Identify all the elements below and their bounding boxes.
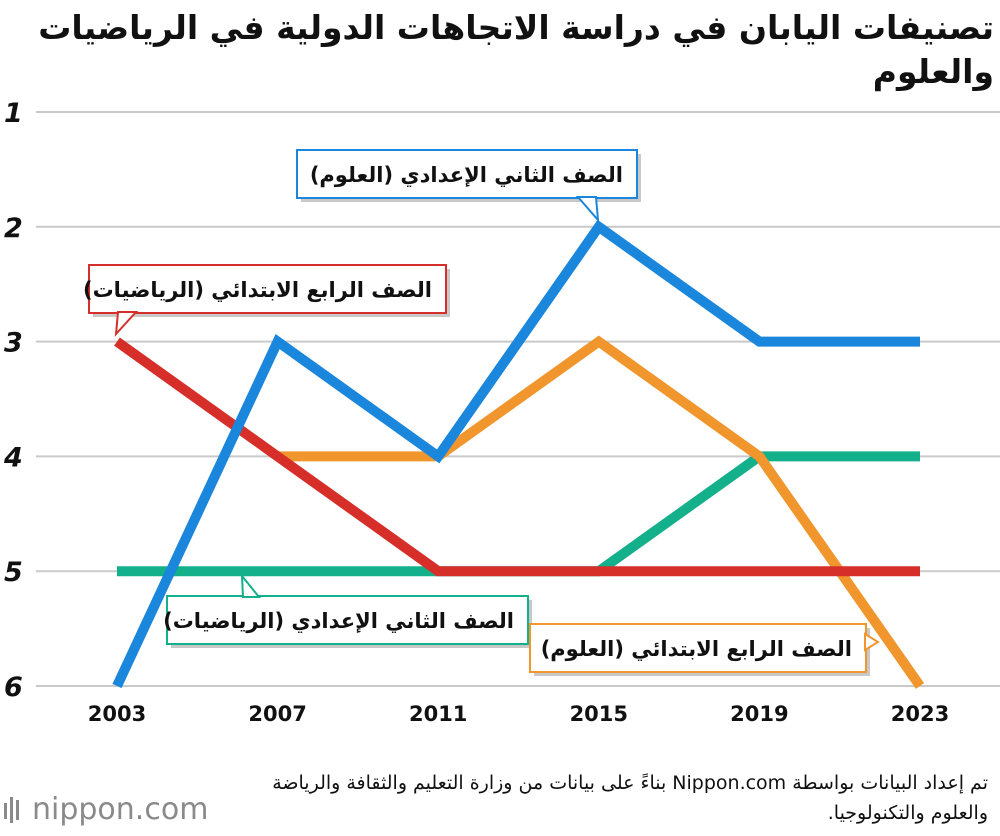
series-name-label: الصف الثاني الإعدادي (الرياضيات) — [163, 609, 514, 634]
y-tick-label: 4 — [3, 442, 23, 473]
series-callout: الصف الرابع الابتدائي (الرياضيات) — [83, 264, 450, 337]
callout-box — [296, 149, 638, 199]
series-lines — [112, 219, 925, 689]
logo-mark-icon — [4, 796, 19, 823]
callout-pointer — [575, 196, 600, 223]
series-callout: الصف الرابع الابتدائي (العلوم) — [529, 623, 880, 676]
series-name-label: الصف الثاني الإعدادي (العلوم) — [310, 163, 623, 188]
chart-title: تصنيفات اليابان في دراسة الاتجاهات الدول… — [38, 8, 994, 91]
x-tick-label: 2011 — [409, 702, 467, 726]
callout-pointer — [114, 311, 139, 337]
y-tick-labels: 1 2 3 4 5 6 — [3, 98, 23, 703]
x-tick-label: 2007 — [248, 702, 306, 726]
series-line — [277, 335, 925, 689]
line-chart: 1 2 3 4 5 6 2003 2007 2011 2015 2019 2023 الصف الث… — [3, 98, 1000, 726]
x-tick-label: 2023 — [891, 702, 949, 726]
y-tick-label: 2 — [4, 213, 23, 244]
series-name-label: الصف الرابع الابتدائي (العلوم) — [541, 637, 852, 661]
callout-box — [88, 264, 447, 314]
logo-text: nippon.com — [32, 792, 209, 827]
callout-pointer — [240, 572, 262, 598]
source-note: تم إعداد البيانات بواسطة Nippon.com بناء… — [272, 772, 988, 824]
x-tick-label: 2019 — [730, 702, 788, 726]
y-tick-label: 5 — [4, 557, 23, 588]
nippon-logo: nippon.com — [4, 792, 208, 827]
y-tick-label: 3 — [4, 328, 23, 359]
series-callout: الصف الثاني الإعدادي (العلوم) — [296, 149, 641, 223]
series-line — [112, 219, 920, 689]
callout-pointer — [864, 632, 880, 652]
y-tick-label: 6 — [4, 672, 23, 703]
series-name-label: الصف الرابع الابتدائي (الرياضيات) — [83, 278, 432, 302]
y-tick-label: 1 — [4, 98, 23, 129]
series-callout: الصف الثاني الإعدادي (الرياضيات) — [163, 572, 532, 648]
series-callouts: الصف الثاني الإعدادي (العلوم) الصف الرابع… — [83, 149, 880, 676]
x-tick-label: 2003 — [88, 702, 146, 726]
x-tick-label: 2015 — [570, 702, 628, 726]
series-line — [114, 337, 920, 577]
callout-box — [529, 623, 867, 673]
callout-box — [166, 595, 529, 645]
x-tick-labels: 2003 2007 2011 2015 2019 2023 — [88, 702, 949, 726]
